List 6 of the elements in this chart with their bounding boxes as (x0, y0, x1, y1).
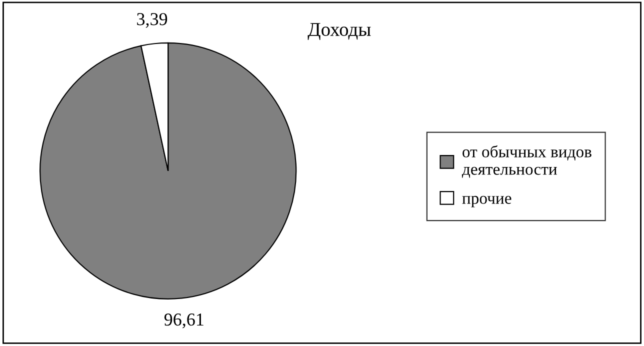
data-label: 96,61 (164, 314, 204, 328)
pie-slice (40, 42, 297, 300)
legend-label: прочие (462, 196, 512, 208)
legend-label: от обычных видов деятельности (462, 145, 592, 178)
chart-title: Доходы (308, 23, 371, 40)
data-label: 3,39 (137, 13, 168, 28)
